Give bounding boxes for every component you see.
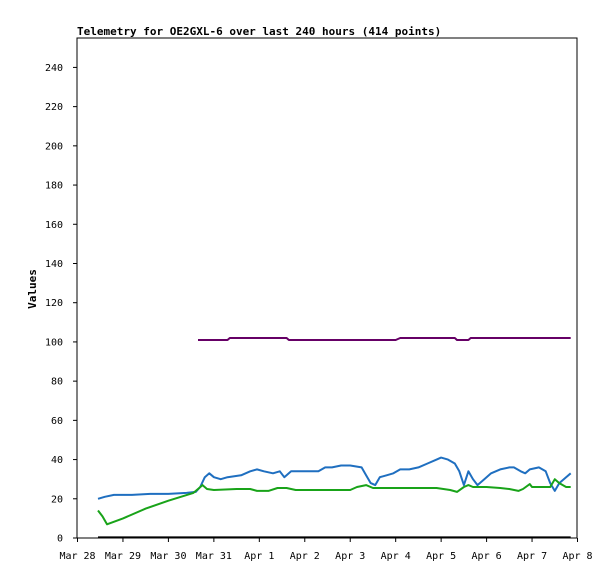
x-tick-label: Mar 31 bbox=[196, 551, 232, 562]
chart-title: Telemetry for OE2GXL-6 over last 240 hou… bbox=[77, 25, 441, 38]
y-tick-label: 100 bbox=[45, 337, 63, 348]
y-axis: 0 20 40 60 80 100 120 140 160 180 200 220 240 bbox=[45, 63, 77, 545]
x-tick-label: Apr 8 bbox=[562, 551, 592, 562]
x-tick-label: Apr 7 bbox=[517, 551, 547, 562]
x-tick-label: Apr 4 bbox=[381, 551, 411, 562]
y-tick-label: 140 bbox=[45, 259, 63, 270]
y-axis-title: Values bbox=[26, 269, 39, 309]
y-tick-label: 160 bbox=[45, 220, 63, 231]
y-tick-label: 40 bbox=[51, 455, 63, 466]
x-tick-label: Apr 2 bbox=[290, 551, 320, 562]
y-tick-label: 0 bbox=[57, 534, 63, 545]
x-tick-label: Apr 1 bbox=[244, 551, 274, 562]
x-tick-label: Mar 30 bbox=[150, 551, 186, 562]
series-line-0 bbox=[198, 337, 571, 341]
y-tick-label: 200 bbox=[45, 141, 63, 152]
x-tick-label: Apr 5 bbox=[426, 551, 456, 562]
x-tick-label: Mar 29 bbox=[105, 551, 141, 562]
x-tick-label: Mar 28 bbox=[59, 551, 95, 562]
x-tick-label: Apr 6 bbox=[472, 551, 502, 562]
plot-area bbox=[76, 37, 578, 539]
y-tick-label: 60 bbox=[51, 416, 63, 427]
series-line-1 bbox=[97, 456, 572, 500]
y-tick-label: 80 bbox=[51, 377, 63, 388]
y-tick-label: 220 bbox=[45, 102, 63, 113]
series-layer bbox=[97, 337, 572, 539]
y-tick-label: 120 bbox=[45, 298, 63, 309]
x-tick-label: Apr 3 bbox=[335, 551, 365, 562]
y-tick-label: 240 bbox=[45, 63, 63, 74]
y-tick-label: 20 bbox=[51, 494, 63, 505]
y-tick-label: 180 bbox=[45, 181, 63, 192]
x-axis: Mar 28 Mar 29 Mar 30 Mar 31 Apr 1 Apr 2 Apr 3 A… bbox=[59, 538, 593, 562]
series-line-2 bbox=[97, 478, 571, 526]
